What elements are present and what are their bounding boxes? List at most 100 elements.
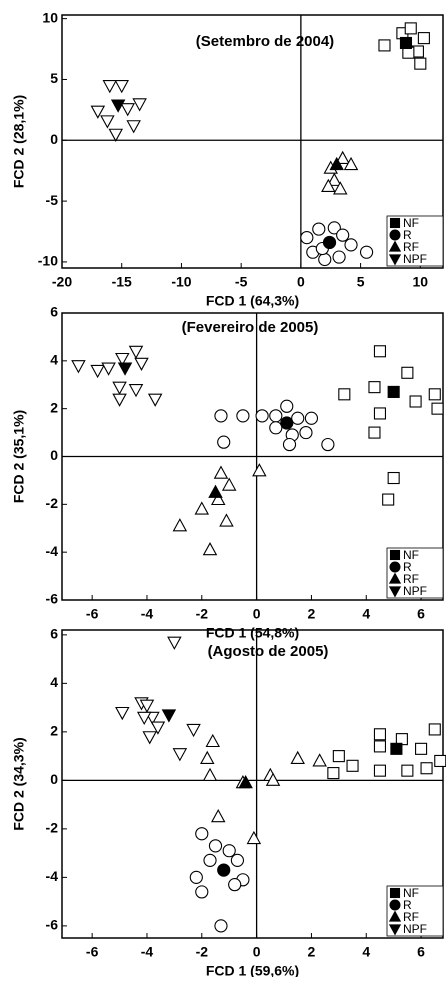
x-tick-label: 5 <box>357 274 365 290</box>
point <box>71 360 86 374</box>
x-tick-label: -5 <box>235 274 248 290</box>
point <box>327 221 341 235</box>
y-tick-label: 2 <box>50 399 58 415</box>
point <box>343 156 359 171</box>
point <box>210 808 226 823</box>
point <box>147 393 163 407</box>
x-axis-label: FCD 1 (59,6%) <box>206 963 299 977</box>
point <box>338 388 351 401</box>
point <box>195 827 209 841</box>
point <box>401 366 414 379</box>
legend-label: R <box>403 228 412 242</box>
point <box>378 39 391 52</box>
point <box>114 80 129 94</box>
point <box>202 767 218 782</box>
point <box>332 250 346 264</box>
y-tick-label: -4 <box>46 868 59 884</box>
y-tick-label: -4 <box>46 543 59 559</box>
centroid <box>117 362 133 376</box>
point <box>132 98 147 112</box>
point <box>214 409 228 423</box>
x-tick-label: 4 <box>362 944 370 960</box>
x-tick-label: 4 <box>362 606 370 622</box>
point <box>373 764 387 777</box>
chart-title: (Fevereiro de 2005) <box>182 319 319 336</box>
point <box>172 748 188 762</box>
point <box>222 844 236 858</box>
point <box>368 426 381 439</box>
point <box>404 22 417 35</box>
point <box>304 411 319 425</box>
x-tick-label: -15 <box>112 274 132 290</box>
legend-label: NF <box>403 548 419 562</box>
point <box>90 364 105 379</box>
point <box>200 750 215 765</box>
point <box>167 636 182 650</box>
legend-marker <box>388 586 402 598</box>
x-tick-label: 2 <box>308 944 316 960</box>
legend-marker <box>389 887 401 899</box>
x-tick-label: 0 <box>253 606 261 622</box>
point <box>205 733 221 748</box>
point <box>373 740 387 753</box>
legend-marker <box>389 561 401 573</box>
point <box>120 103 135 117</box>
point <box>373 345 387 358</box>
point <box>321 178 336 193</box>
point <box>172 518 188 532</box>
point <box>409 395 422 408</box>
x-tick-label: -6 <box>86 606 99 622</box>
point <box>115 706 130 721</box>
y-tick-label: 10 <box>42 9 58 25</box>
point <box>318 252 332 267</box>
point <box>213 465 229 479</box>
point <box>312 222 326 236</box>
x-axis-label: FCD 1 (64,3%) <box>206 293 299 309</box>
legend-label: NF <box>403 886 419 900</box>
point <box>415 742 428 755</box>
legend-label: R <box>403 560 412 574</box>
point <box>128 345 144 360</box>
x-tick-label: -2 <box>196 606 209 622</box>
x-tick-label: 2 <box>308 606 316 622</box>
x-tick-label: -10 <box>171 274 191 290</box>
point <box>290 750 305 765</box>
point <box>373 407 387 420</box>
point <box>194 501 210 515</box>
centroid <box>390 742 403 755</box>
point <box>414 57 427 70</box>
centroid <box>161 709 177 723</box>
point <box>189 870 203 884</box>
point <box>321 437 335 452</box>
point <box>134 357 149 371</box>
y-tick-label: 4 <box>50 674 58 690</box>
centroid <box>329 156 344 171</box>
point <box>208 839 223 853</box>
point <box>252 463 267 477</box>
point <box>265 772 281 786</box>
legend-marker <box>388 910 402 922</box>
y-tick-label: 6 <box>50 626 58 642</box>
point <box>299 425 313 440</box>
point <box>126 120 141 134</box>
point <box>219 513 234 527</box>
point <box>90 105 106 119</box>
x-tick-label: -4 <box>141 944 154 960</box>
x-tick-label: 0 <box>297 274 305 290</box>
legend-marker <box>389 899 401 911</box>
chart-title: (Agosto de 2005) <box>208 643 329 660</box>
legend-marker <box>389 229 401 241</box>
point <box>246 830 262 845</box>
point <box>230 853 245 867</box>
point <box>291 411 305 425</box>
point <box>217 435 231 449</box>
point <box>312 753 327 767</box>
point <box>195 885 209 899</box>
y-tick-label: -2 <box>46 820 59 836</box>
point <box>255 409 269 423</box>
x-tick-label: -20 <box>52 274 72 290</box>
y-tick-label: 4 <box>50 352 58 368</box>
point <box>300 230 314 245</box>
y-axis-label: FCD 2 (35,1%) <box>11 410 27 503</box>
